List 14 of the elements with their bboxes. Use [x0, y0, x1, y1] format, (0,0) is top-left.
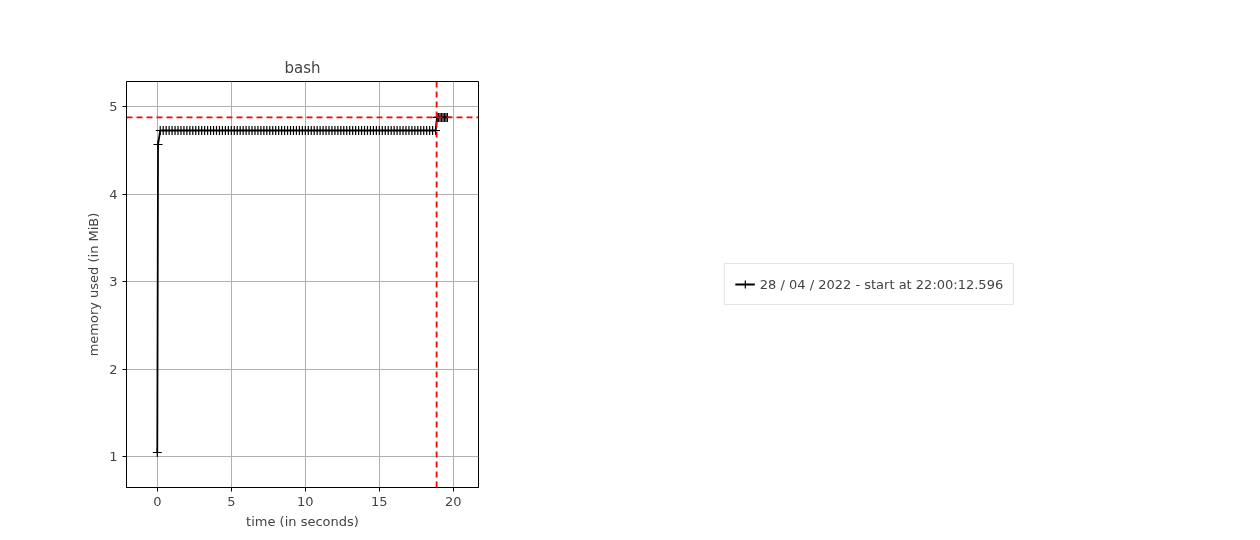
y-tick-label: 1 [109, 449, 118, 465]
x-tick-label: 10 [297, 493, 314, 509]
y-tick-label: 3 [109, 274, 118, 290]
x-tick-label: 15 [371, 493, 388, 509]
y-tick-label: 2 [109, 361, 118, 377]
legend-label: 28 / 04 / 2022 - start at 22:00:12.596 [759, 276, 1004, 292]
x-tick-label: 0 [153, 493, 162, 509]
x-tick-label: 5 [227, 493, 236, 509]
y-tick-label: 5 [109, 99, 118, 115]
chart-title: bash [284, 58, 321, 77]
x-tick-label: 20 [445, 493, 462, 509]
y-axis-title: memory used (in MiB) [86, 212, 102, 357]
y-tick-label: 4 [109, 186, 118, 202]
x-axis-title: time (in seconds) [246, 513, 359, 529]
